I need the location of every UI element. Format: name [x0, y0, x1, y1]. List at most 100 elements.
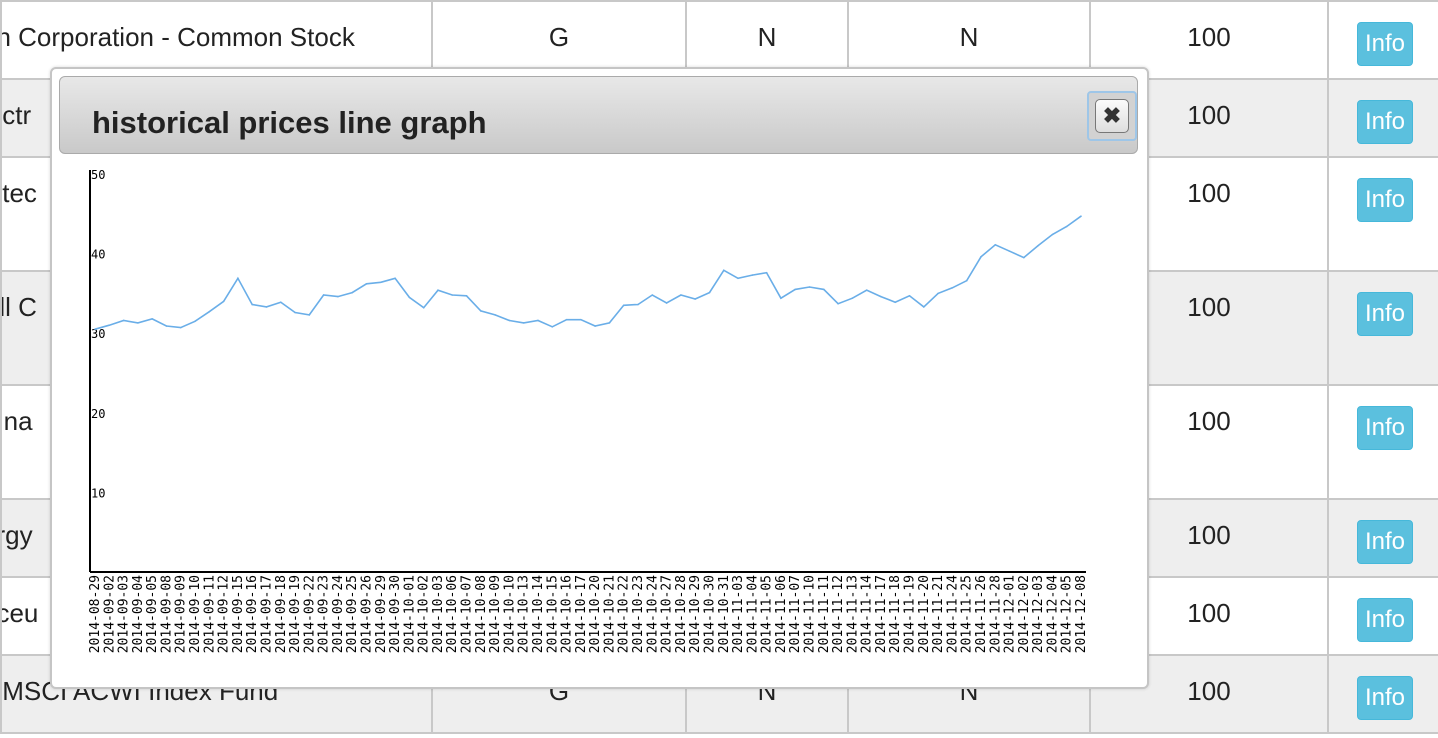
x-tick-label: 2014-10-09	[488, 575, 503, 653]
x-tick-label: 2014-12-02	[1017, 575, 1032, 653]
data-point	[565, 318, 568, 321]
x-tick-label: 2014-11-13	[845, 575, 860, 653]
info-cell: Info	[1327, 654, 1438, 734]
quantity-text: 100	[1187, 178, 1231, 208]
info-button[interactable]: Info	[1357, 178, 1414, 222]
stock-name-text: ergy	[3, 520, 33, 550]
x-tick-label: 2014-11-19	[903, 575, 918, 653]
data-point	[851, 297, 854, 299]
x-tick-label: 2014-09-12	[217, 575, 232, 653]
x-tick-label: 2014-10-16	[560, 575, 575, 653]
x-tick-label: 2014-11-05	[760, 575, 775, 653]
x-tick-label: 2014-10-15	[545, 575, 560, 653]
data-point	[165, 325, 168, 327]
x-tick-label: 2014-11-28	[988, 575, 1003, 653]
x-tick-label: 2014-11-12	[831, 575, 846, 653]
close-button[interactable]: ✖	[1087, 91, 1137, 141]
data-point	[465, 294, 468, 297]
x-tick-label: 2014-10-07	[460, 575, 475, 653]
table-row: an Corporation - Common Stock G N N 100 Info	[0, 0, 1438, 80]
info-button[interactable]: Info	[1357, 520, 1414, 564]
x-tick-label: 2014-09-09	[174, 575, 189, 653]
x-tick-label: 2014-11-20	[917, 575, 932, 653]
stock-name-text: an Corporation - Common Stock	[1, 22, 355, 52]
x-tick-label: 2014-09-26	[360, 575, 375, 653]
data-point	[279, 301, 282, 303]
x-tick-label: 2014-10-21	[602, 575, 617, 653]
x-tick-label: 2014-11-10	[802, 575, 817, 653]
info-button[interactable]: Info	[1357, 598, 1414, 642]
data-point	[637, 303, 639, 306]
x-tick-label: 2014-09-16	[245, 575, 260, 653]
data-point	[751, 274, 754, 276]
data-point	[265, 306, 268, 308]
data-point	[379, 281, 382, 284]
info-button[interactable]: Info	[1357, 292, 1414, 336]
info-button[interactable]: Info	[1357, 676, 1414, 720]
data-point	[965, 279, 968, 282]
x-tick-label: 2014-11-11	[817, 575, 832, 653]
price-line	[94, 215, 1082, 330]
info-button[interactable]: Info	[1357, 406, 1414, 450]
x-tick-label: 2014-09-22	[302, 575, 317, 653]
stock-name-text: All C	[3, 292, 37, 322]
data-point	[422, 306, 425, 309]
data-point	[1037, 244, 1039, 247]
x-tick-label: 2014-10-24	[645, 575, 660, 653]
info-cell: Info	[1327, 78, 1438, 158]
x-tick-label: 2014-08-29	[88, 575, 103, 653]
data-point	[437, 289, 439, 292]
data-point	[708, 291, 711, 294]
data-point	[451, 294, 454, 296]
data-point	[1023, 256, 1025, 259]
chart-dialog: historical prices line graph ✖ 10 20 30 40 5…	[50, 67, 1149, 689]
y-tick-label: 20	[91, 407, 105, 421]
x-tick-label: 2014-10-29	[688, 575, 703, 653]
data-point	[294, 311, 296, 314]
data-point	[923, 306, 925, 308]
x-tick-label: 2014-10-20	[588, 575, 603, 653]
x-tick-label: 2014-10-14	[531, 575, 546, 653]
data-point	[722, 269, 725, 272]
data-point	[194, 320, 196, 323]
dialog-titlebar[interactable]: historical prices line graph ✖	[59, 76, 1138, 154]
data-point	[322, 294, 325, 296]
x-tick-label: 2014-11-06	[774, 575, 789, 653]
data-point	[1065, 225, 1068, 228]
x-tick-label: 2014-11-18	[888, 575, 903, 653]
data-point	[351, 291, 354, 294]
info-button[interactable]: Info	[1357, 100, 1414, 144]
x-tick-label: 2014-11-03	[731, 575, 746, 653]
data-point	[537, 319, 539, 322]
data-point	[551, 326, 554, 328]
quantity-text: 100	[1187, 406, 1231, 436]
flag-cell: N	[847, 0, 1091, 80]
line-chart: 10 20 30 40 50 2014-08-29 2014-09-02 2014-09-03…	[88, 168, 1089, 653]
data-point	[608, 322, 611, 324]
data-point	[994, 244, 997, 246]
x-tick-label: 2014-09-24	[331, 575, 346, 653]
data-point	[694, 298, 696, 300]
y-tick-label: 10	[91, 486, 105, 500]
stock-name-cell: an Corporation - Common Stock	[0, 0, 433, 80]
data-point	[151, 318, 153, 320]
x-tick-label: 2014-10-22	[617, 575, 632, 653]
x-tick-label: 2014-09-08	[159, 575, 174, 653]
y-tick-label: 40	[91, 248, 105, 262]
stock-name-text: lectr	[2, 100, 32, 130]
x-tick-label: 2014-11-14	[860, 575, 875, 653]
x-tick-label: 2014-09-11	[202, 575, 217, 653]
info-button[interactable]: Info	[1357, 22, 1414, 66]
data-point	[94, 328, 96, 331]
data-point	[665, 302, 668, 304]
data-point	[179, 326, 182, 329]
y-tick-label: 30	[91, 327, 105, 341]
data-point	[408, 296, 411, 299]
y-tick-label: 50	[91, 168, 105, 182]
data-point	[208, 310, 211, 313]
x-tick-label: 2014-09-30	[388, 575, 403, 653]
flag-cell: N	[685, 0, 849, 80]
x-tick-label: 2014-09-29	[374, 575, 389, 653]
data-point	[494, 314, 496, 316]
data-point	[780, 297, 782, 299]
